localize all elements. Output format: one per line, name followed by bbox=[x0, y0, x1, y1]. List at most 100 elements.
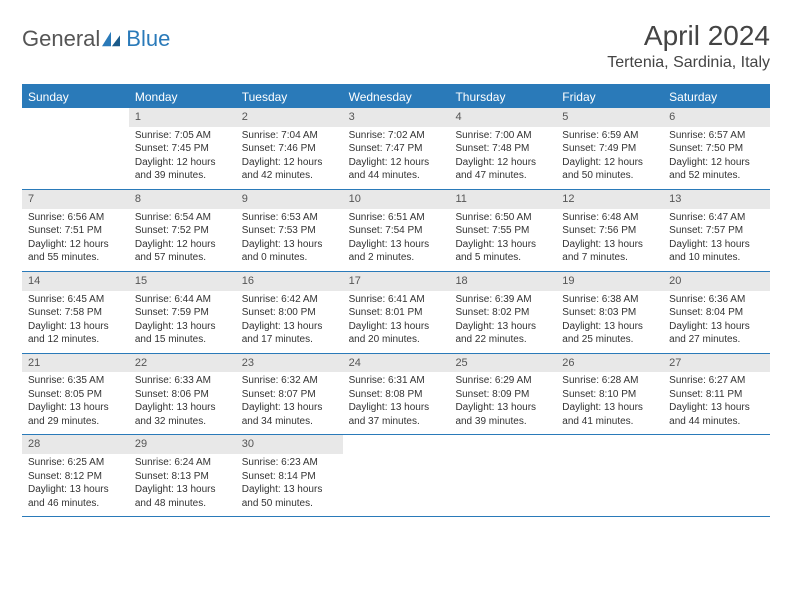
sunrise-text: Sunrise: 7:00 AM bbox=[455, 129, 550, 143]
daylight-text: Daylight: 13 hours and 17 minutes. bbox=[242, 320, 337, 347]
calendar-body: 1Sunrise: 7:05 AMSunset: 7:45 PMDaylight… bbox=[22, 108, 770, 517]
week-row: 14Sunrise: 6:45 AMSunset: 7:58 PMDayligh… bbox=[22, 272, 770, 354]
day-number: 2 bbox=[236, 108, 343, 127]
sunrise-text: Sunrise: 6:53 AM bbox=[242, 211, 337, 225]
daylight-text: Daylight: 12 hours and 44 minutes. bbox=[349, 156, 444, 183]
day-number: 27 bbox=[663, 354, 770, 373]
sunrise-text: Sunrise: 6:45 AM bbox=[28, 293, 123, 307]
sunset-text: Sunset: 7:57 PM bbox=[669, 224, 764, 238]
day-number: 28 bbox=[22, 435, 129, 454]
daylight-text: Daylight: 13 hours and 46 minutes. bbox=[28, 483, 123, 510]
day-cell: 16Sunrise: 6:42 AMSunset: 8:00 PMDayligh… bbox=[236, 272, 343, 353]
sunrise-text: Sunrise: 6:31 AM bbox=[349, 374, 444, 388]
week-row: 28Sunrise: 6:25 AMSunset: 8:12 PMDayligh… bbox=[22, 435, 770, 517]
daylight-text: Daylight: 13 hours and 50 minutes. bbox=[242, 483, 337, 510]
day-details: Sunrise: 6:35 AMSunset: 8:05 PMDaylight:… bbox=[22, 372, 129, 434]
sunrise-text: Sunrise: 6:54 AM bbox=[135, 211, 230, 225]
day-number: 30 bbox=[236, 435, 343, 454]
day-cell: 30Sunrise: 6:23 AMSunset: 8:14 PMDayligh… bbox=[236, 435, 343, 516]
daylight-text: Daylight: 12 hours and 47 minutes. bbox=[455, 156, 550, 183]
day-details: Sunrise: 6:24 AMSunset: 8:13 PMDaylight:… bbox=[129, 454, 236, 516]
day-cell: 8Sunrise: 6:54 AMSunset: 7:52 PMDaylight… bbox=[129, 190, 236, 271]
day-details: Sunrise: 6:32 AMSunset: 8:07 PMDaylight:… bbox=[236, 372, 343, 434]
day-details: Sunrise: 6:23 AMSunset: 8:14 PMDaylight:… bbox=[236, 454, 343, 516]
day-details: Sunrise: 6:48 AMSunset: 7:56 PMDaylight:… bbox=[556, 209, 663, 271]
daylight-text: Daylight: 13 hours and 5 minutes. bbox=[455, 238, 550, 265]
day-details: Sunrise: 6:54 AMSunset: 7:52 PMDaylight:… bbox=[129, 209, 236, 271]
sunset-text: Sunset: 8:10 PM bbox=[562, 388, 657, 402]
sunset-text: Sunset: 7:46 PM bbox=[242, 142, 337, 156]
day-cell: 29Sunrise: 6:24 AMSunset: 8:13 PMDayligh… bbox=[129, 435, 236, 516]
sunrise-text: Sunrise: 6:42 AM bbox=[242, 293, 337, 307]
daylight-text: Daylight: 13 hours and 22 minutes. bbox=[455, 320, 550, 347]
sunrise-text: Sunrise: 6:36 AM bbox=[669, 293, 764, 307]
day-details: Sunrise: 6:38 AMSunset: 8:03 PMDaylight:… bbox=[556, 291, 663, 353]
daylight-text: Daylight: 13 hours and 2 minutes. bbox=[349, 238, 444, 265]
daylight-text: Daylight: 13 hours and 32 minutes. bbox=[135, 401, 230, 428]
weekday-header-row: SundayMondayTuesdayWednesdayThursdayFrid… bbox=[22, 86, 770, 108]
day-number: 1 bbox=[129, 108, 236, 127]
day-number: 7 bbox=[22, 190, 129, 209]
day-number: 24 bbox=[343, 354, 450, 373]
day-details: Sunrise: 6:50 AMSunset: 7:55 PMDaylight:… bbox=[449, 209, 556, 271]
sunrise-text: Sunrise: 6:50 AM bbox=[455, 211, 550, 225]
day-number: 20 bbox=[663, 272, 770, 291]
logo-sail-icon bbox=[100, 30, 122, 48]
day-cell: 9Sunrise: 6:53 AMSunset: 7:53 PMDaylight… bbox=[236, 190, 343, 271]
sunset-text: Sunset: 8:09 PM bbox=[455, 388, 550, 402]
daylight-text: Daylight: 12 hours and 39 minutes. bbox=[135, 156, 230, 183]
weekday-header: Thursday bbox=[449, 86, 556, 108]
empty-cell bbox=[663, 435, 770, 516]
sunset-text: Sunset: 7:51 PM bbox=[28, 224, 123, 238]
daylight-text: Daylight: 12 hours and 52 minutes. bbox=[669, 156, 764, 183]
day-cell: 6Sunrise: 6:57 AMSunset: 7:50 PMDaylight… bbox=[663, 108, 770, 189]
daylight-text: Daylight: 13 hours and 41 minutes. bbox=[562, 401, 657, 428]
sunrise-text: Sunrise: 6:57 AM bbox=[669, 129, 764, 143]
sunset-text: Sunset: 8:05 PM bbox=[28, 388, 123, 402]
day-details: Sunrise: 6:39 AMSunset: 8:02 PMDaylight:… bbox=[449, 291, 556, 353]
sunrise-text: Sunrise: 7:04 AM bbox=[242, 129, 337, 143]
logo: General Blue bbox=[22, 26, 170, 52]
sunrise-text: Sunrise: 6:27 AM bbox=[669, 374, 764, 388]
day-cell: 5Sunrise: 6:59 AMSunset: 7:49 PMDaylight… bbox=[556, 108, 663, 189]
day-number: 26 bbox=[556, 354, 663, 373]
daylight-text: Daylight: 12 hours and 57 minutes. bbox=[135, 238, 230, 265]
day-number: 11 bbox=[449, 190, 556, 209]
day-cell: 25Sunrise: 6:29 AMSunset: 8:09 PMDayligh… bbox=[449, 354, 556, 435]
sunset-text: Sunset: 7:55 PM bbox=[455, 224, 550, 238]
day-number: 18 bbox=[449, 272, 556, 291]
day-number: 3 bbox=[343, 108, 450, 127]
sunset-text: Sunset: 7:47 PM bbox=[349, 142, 444, 156]
sunset-text: Sunset: 8:04 PM bbox=[669, 306, 764, 320]
daylight-text: Daylight: 13 hours and 29 minutes. bbox=[28, 401, 123, 428]
day-details: Sunrise: 6:27 AMSunset: 8:11 PMDaylight:… bbox=[663, 372, 770, 434]
day-details: Sunrise: 6:53 AMSunset: 7:53 PMDaylight:… bbox=[236, 209, 343, 271]
daylight-text: Daylight: 12 hours and 55 minutes. bbox=[28, 238, 123, 265]
week-row: 7Sunrise: 6:56 AMSunset: 7:51 PMDaylight… bbox=[22, 190, 770, 272]
sunset-text: Sunset: 7:56 PM bbox=[562, 224, 657, 238]
daylight-text: Daylight: 13 hours and 15 minutes. bbox=[135, 320, 230, 347]
daylight-text: Daylight: 12 hours and 50 minutes. bbox=[562, 156, 657, 183]
sunrise-text: Sunrise: 6:59 AM bbox=[562, 129, 657, 143]
daylight-text: Daylight: 13 hours and 10 minutes. bbox=[669, 238, 764, 265]
daylight-text: Daylight: 13 hours and 7 minutes. bbox=[562, 238, 657, 265]
week-row: 21Sunrise: 6:35 AMSunset: 8:05 PMDayligh… bbox=[22, 354, 770, 436]
location-text: Tertenia, Sardinia, Italy bbox=[607, 54, 770, 72]
weekday-header: Friday bbox=[556, 86, 663, 108]
day-details: Sunrise: 6:42 AMSunset: 8:00 PMDaylight:… bbox=[236, 291, 343, 353]
day-number: 22 bbox=[129, 354, 236, 373]
daylight-text: Daylight: 13 hours and 0 minutes. bbox=[242, 238, 337, 265]
daylight-text: Daylight: 13 hours and 25 minutes. bbox=[562, 320, 657, 347]
sunset-text: Sunset: 8:11 PM bbox=[669, 388, 764, 402]
day-details: Sunrise: 6:41 AMSunset: 8:01 PMDaylight:… bbox=[343, 291, 450, 353]
empty-cell bbox=[22, 108, 129, 189]
day-cell: 19Sunrise: 6:38 AMSunset: 8:03 PMDayligh… bbox=[556, 272, 663, 353]
sunset-text: Sunset: 8:07 PM bbox=[242, 388, 337, 402]
logo-general: General bbox=[22, 26, 100, 52]
weekday-header: Wednesday bbox=[343, 86, 450, 108]
day-cell: 15Sunrise: 6:44 AMSunset: 7:59 PMDayligh… bbox=[129, 272, 236, 353]
day-details: Sunrise: 6:45 AMSunset: 7:58 PMDaylight:… bbox=[22, 291, 129, 353]
day-details: Sunrise: 6:29 AMSunset: 8:09 PMDaylight:… bbox=[449, 372, 556, 434]
day-number: 21 bbox=[22, 354, 129, 373]
sunset-text: Sunset: 8:01 PM bbox=[349, 306, 444, 320]
